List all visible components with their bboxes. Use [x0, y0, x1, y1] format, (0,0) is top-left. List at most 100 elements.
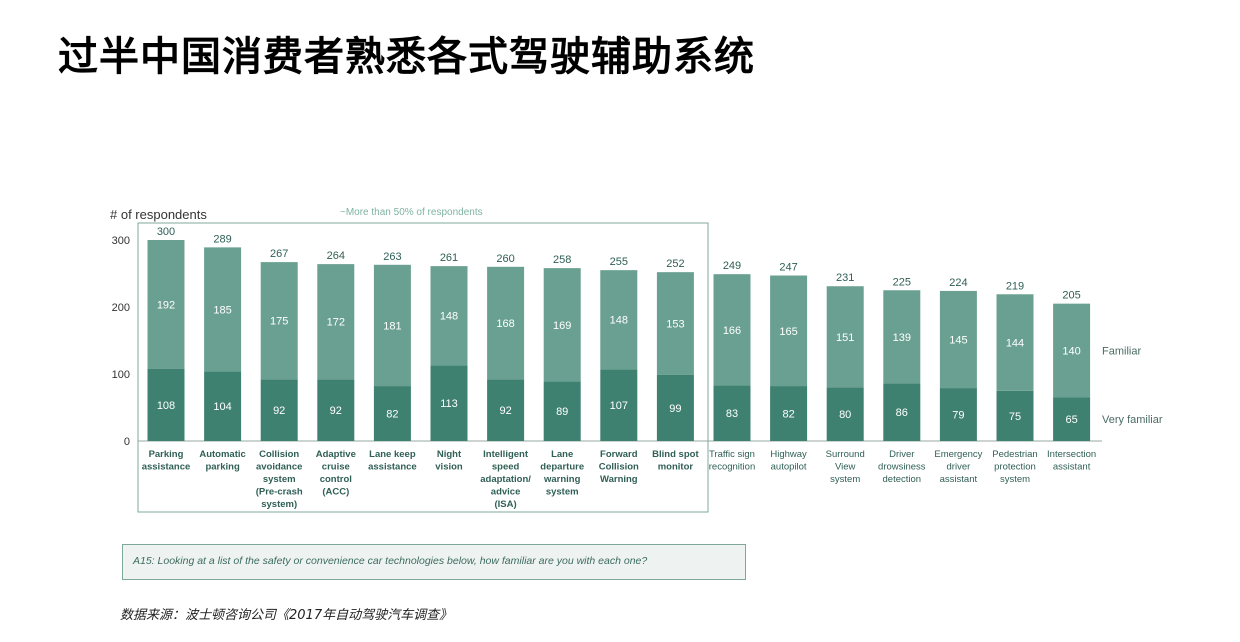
total-value: 224: [949, 277, 967, 289]
category-label-line: Traffic sign: [709, 449, 755, 460]
category-label: Parking assistance: [142, 449, 191, 473]
familiar-value: 169: [553, 320, 571, 332]
very-familiar-value: 80: [839, 409, 851, 421]
bar-very-familiar: [487, 379, 525, 441]
bar-familiar: [996, 294, 1034, 391]
category-label-line: Pedestrian: [992, 449, 1037, 460]
bar-familiar: [147, 240, 185, 369]
category-label-line: system: [830, 474, 860, 485]
total-value: 289: [213, 233, 231, 245]
category-label-line: autopilot: [771, 462, 807, 473]
total-value: 225: [893, 276, 911, 288]
category-label-line: warning: [543, 474, 581, 485]
category-label-line: cruise: [322, 462, 350, 473]
category-label: Driver drowsiness detection: [878, 449, 926, 485]
bar-very-familiar: [996, 390, 1034, 441]
category-label-line: control: [320, 474, 352, 485]
total-value: 219: [1006, 280, 1024, 292]
bar-very-familiar: [430, 365, 468, 441]
bar-very-familiar: [260, 379, 298, 441]
familiar-value: 192: [157, 299, 175, 311]
category-label-line: avoidance: [256, 462, 302, 473]
category-label-line: Intersection: [1047, 449, 1096, 460]
category-label-line: Intelligent: [483, 449, 529, 460]
category-label: Pedestrian protection system: [992, 449, 1037, 485]
total-value: 252: [666, 258, 684, 270]
familiar-value: 148: [610, 315, 628, 327]
y-tick-label: 200: [112, 302, 130, 314]
category-label-line: Collision: [599, 462, 639, 473]
total-value: 231: [836, 272, 854, 284]
bar-familiar: [1053, 303, 1091, 398]
category-label-line: vision: [435, 462, 463, 473]
category-label-line: driver: [947, 462, 971, 473]
familiar-value: 148: [440, 311, 458, 323]
category-label-line: (ISA): [495, 499, 517, 510]
category-label-line: protection: [994, 462, 1036, 473]
category-label-line: Lane: [551, 449, 573, 460]
total-value: 205: [1062, 290, 1080, 302]
category-label: Blind spot monitor: [652, 449, 699, 473]
very-familiar-value: 104: [213, 401, 231, 413]
y-axis-label: # of respondents: [110, 207, 207, 222]
very-familiar-value: 86: [896, 407, 908, 419]
bar-familiar: [430, 266, 468, 366]
category-label: Highway autopilot: [770, 449, 807, 473]
category-label-line: Emergency: [934, 449, 982, 460]
category-label: Intersection assistant: [1047, 449, 1096, 473]
very-familiar-value: 83: [726, 408, 738, 420]
threshold-annotation: ~More than 50% of respondents: [340, 207, 483, 218]
bar-very-familiar: [1053, 397, 1091, 441]
bar-very-familiar: [373, 386, 411, 441]
category-label: Traffic sign recognition: [709, 449, 755, 473]
total-value: 264: [327, 250, 345, 262]
very-familiar-value: 92: [273, 405, 285, 417]
category-label-line: parking: [205, 462, 240, 473]
very-familiar-value: 89: [556, 406, 568, 418]
familiar-value: 139: [893, 332, 911, 344]
bar-familiar: [656, 272, 694, 375]
bar-very-familiar: [826, 387, 864, 441]
familiar-value: 181: [383, 320, 401, 332]
category-label: Lane keep assistance: [368, 449, 417, 473]
page-title: 过半中国消费者熟悉各式驾驶辅助系统: [58, 34, 755, 80]
very-familiar-value: 113: [440, 398, 458, 410]
bar-familiar: [317, 264, 355, 380]
category-label-line: system: [546, 487, 579, 498]
total-value: 260: [496, 253, 514, 265]
bar-very-familiar: [656, 374, 694, 441]
bar-familiar: [826, 286, 864, 388]
familiar-value: 144: [1006, 338, 1024, 350]
category-label-line: Forward: [600, 449, 638, 460]
very-familiar-value: 75: [1009, 411, 1021, 423]
category-label-line: Blind spot: [652, 449, 699, 460]
category-label-line: departure: [540, 462, 584, 473]
category-label: Night vision: [435, 449, 463, 473]
category-label-line: Automatic: [199, 449, 245, 460]
category-label-line: drowsiness: [878, 462, 926, 473]
category-label: Surround View system: [826, 449, 865, 485]
very-familiar-value: 79: [952, 410, 964, 422]
bar-familiar: [543, 268, 581, 382]
bar-familiar: [204, 247, 242, 372]
bar-familiar: [883, 290, 921, 384]
category-label: Collision avoidance system (Pre-crash system…: [256, 449, 303, 510]
very-familiar-value: 107: [610, 400, 628, 412]
total-value: 263: [383, 251, 401, 263]
category-label-line: assistant: [940, 474, 978, 485]
category-label-line: Collision: [259, 449, 299, 460]
category-label-line: system): [261, 499, 297, 510]
category-label: Emergency driver assistant: [934, 449, 982, 485]
question-box: A15: Looking at a list of the safety or …: [122, 544, 746, 580]
category-label-line: advice: [491, 487, 521, 498]
category-label-line: system: [1000, 474, 1030, 485]
legend-very-familiar: Very familiar: [1102, 414, 1163, 426]
y-tick-label: 100: [112, 369, 130, 381]
category-label-line: Driver: [889, 449, 914, 460]
category-label-line: detection: [883, 474, 922, 485]
very-familiar-value: 92: [499, 405, 511, 417]
total-value: 300: [157, 226, 175, 238]
familiar-value: 153: [666, 318, 684, 330]
familiar-value: 166: [723, 325, 741, 337]
familiar-value: 165: [779, 326, 797, 338]
